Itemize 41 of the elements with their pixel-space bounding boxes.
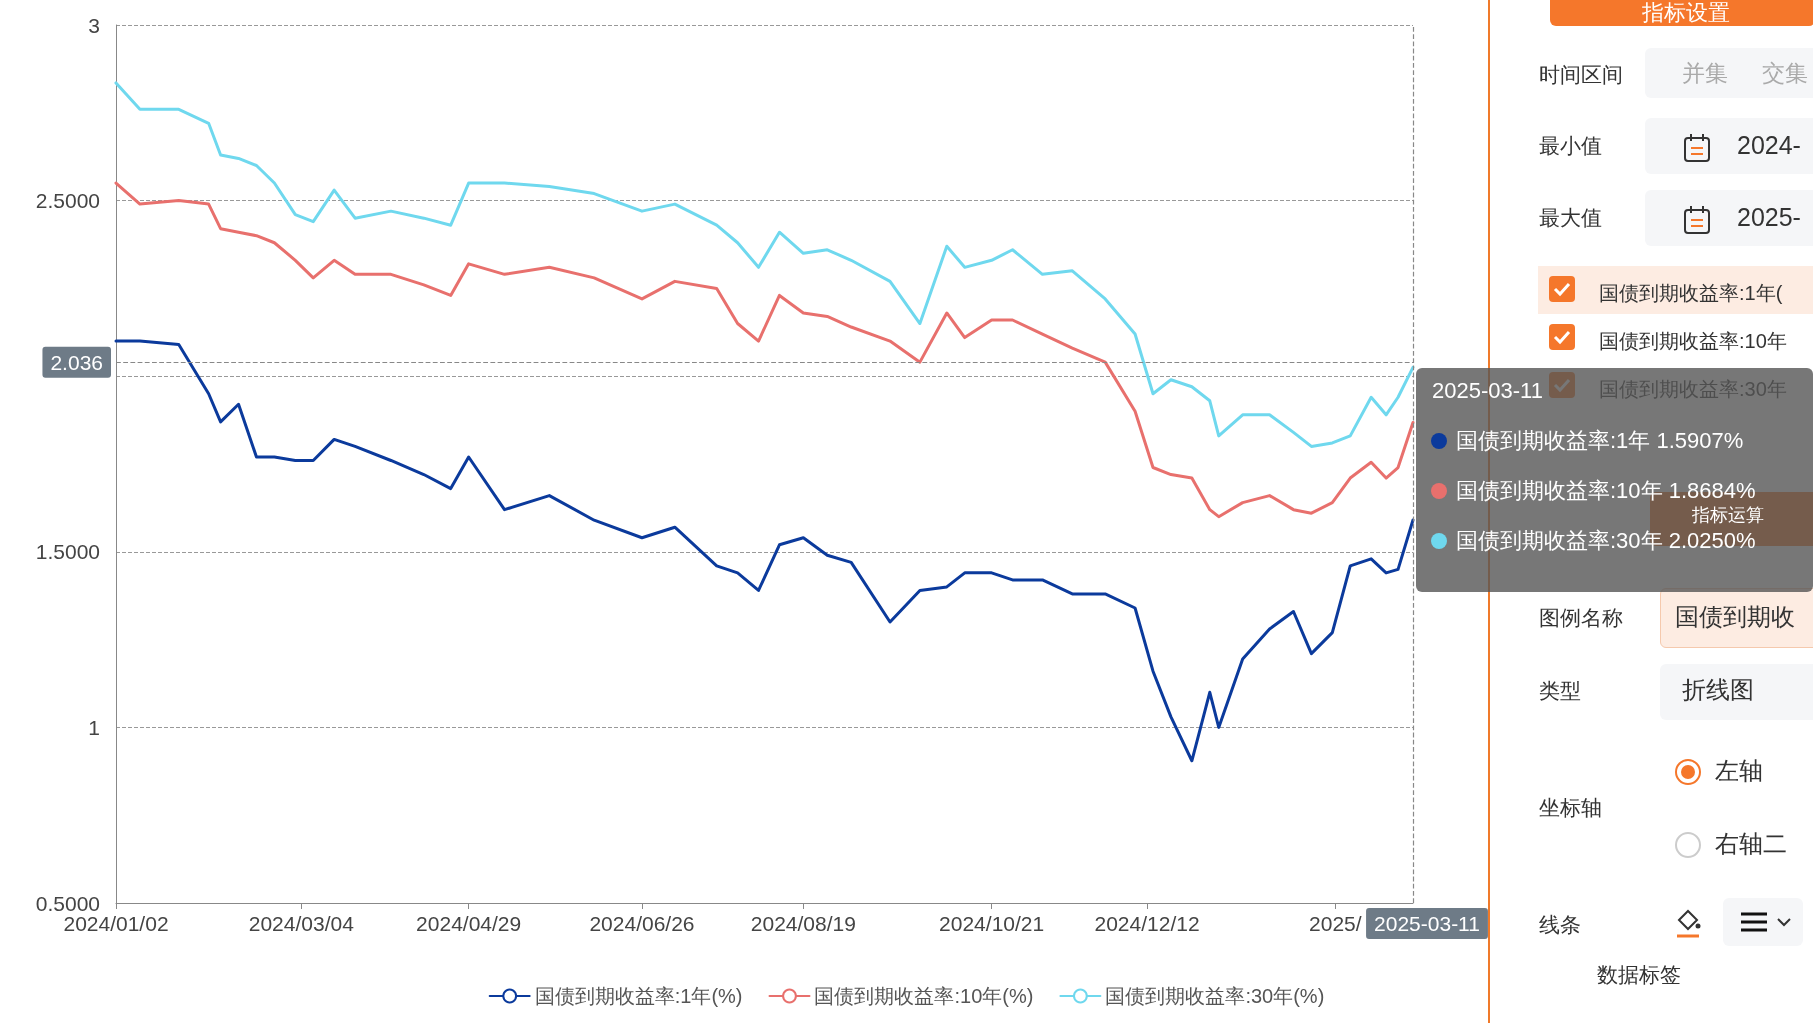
text: 数据标签	[1597, 962, 1681, 988]
line-series	[114, 339, 1415, 763]
ref-line-label: 2.036	[50, 350, 103, 374]
text: 2024-	[1737, 130, 1801, 160]
text: 最大值	[1539, 205, 1602, 231]
x-tick-label: 2024/03/04	[248, 912, 355, 935]
x-tick-label: 2024/10/21	[939, 912, 1045, 935]
text: 国债到期收益率:1年(	[1599, 281, 1783, 305]
legend-label: 国债到期收益率:1年(%)	[534, 985, 743, 1007]
x-tick-label: 2024/08/19	[750, 912, 856, 935]
x-tick-label: 2025/	[1309, 912, 1362, 935]
x-tick-label: 2024/01/02	[63, 912, 169, 935]
text: 国债到期收益率:10年	[1599, 329, 1787, 353]
line-series	[114, 81, 1415, 448]
y-tick-label: 1	[88, 715, 100, 739]
y-tick-label: 2.5000	[35, 189, 100, 213]
text: 线条	[1539, 912, 1581, 938]
text: 指标运算	[1692, 505, 1764, 527]
text: 并集	[1682, 60, 1728, 88]
y-tick-label: 0.5000	[35, 891, 100, 915]
x-tick-label: 2024/12/12	[1094, 912, 1200, 935]
text: 类型	[1539, 678, 1581, 704]
text: 国债到期收	[1675, 603, 1795, 632]
text: 最小值	[1539, 133, 1602, 159]
text: 右轴二	[1715, 830, 1787, 859]
x-tick-label: 2024/04/29	[416, 912, 522, 935]
line-series	[114, 181, 1415, 519]
text: 坐标轴	[1539, 795, 1602, 821]
legend-label: 国债到期收益率:30年(%)	[1105, 985, 1325, 1007]
text: 时间区间	[1539, 62, 1623, 88]
text: 左轴	[1715, 757, 1763, 786]
y-tick-label: 3	[88, 13, 100, 37]
y-tick-label: 1.5000	[35, 540, 100, 564]
text: 图例名称	[1539, 605, 1623, 631]
text: 2025-	[1737, 202, 1801, 232]
text: 交集	[1762, 60, 1808, 88]
ref-line-label: 2025-03-11	[1374, 912, 1480, 935]
text: 指标设置	[1642, 0, 1730, 27]
legend-label: 国债到期收益率:10年(%)	[814, 985, 1034, 1007]
text: 折线图	[1682, 676, 1754, 705]
x-tick-label: 2024/06/26	[589, 912, 695, 935]
